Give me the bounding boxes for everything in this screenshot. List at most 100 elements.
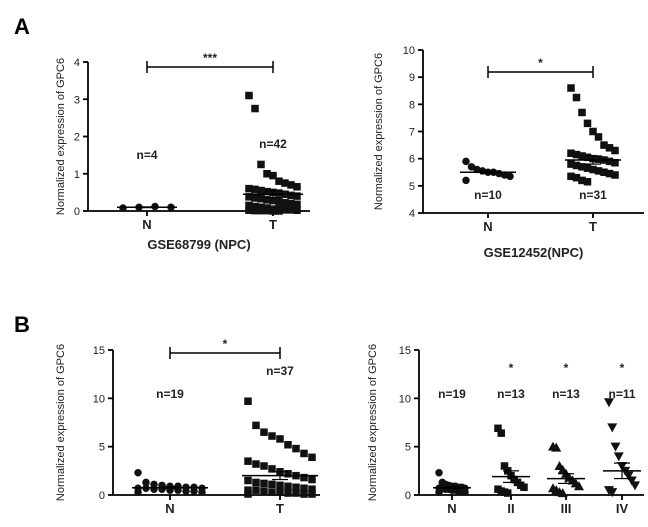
y-tick-label-1-2: 6 [409,154,415,166]
data-point-3-0-0 [435,469,443,477]
data-point-2-1-7 [300,449,308,458]
data-point-0-1-22 [269,196,277,205]
data-point-2-1-35 [308,490,316,498]
n-label-3-2: n=13 [552,387,580,401]
data-point-0-1-27 [245,201,253,210]
data-point-2-1-36 [244,490,252,498]
data-point-2-1-10 [252,460,260,468]
x-tick-label-0-0: N [142,217,151,232]
data-point-0-1-28 [251,202,259,211]
data-point-1-1-6 [600,141,608,149]
data-point-0-1-26 [293,200,301,209]
sig-label-2: * [223,337,228,351]
data-point-1-1-26 [611,171,619,179]
data-point-2-1-22 [276,481,284,490]
data-point-1-1-30 [583,178,592,186]
data-point-0-1-16 [287,191,295,200]
data-point-0-1-0 [245,91,253,100]
x-tick-label-1-1: T [589,219,597,234]
data-point-1-1-7 [605,144,614,152]
data-point-3-3-10 [607,488,618,498]
n-label-1-1: n=31 [579,188,607,202]
data-point-1-0-0 [462,157,470,166]
data-point-1-1-1 [572,93,581,102]
data-point-2-0-15 [182,487,190,495]
data-point-2-1-26 [308,485,316,493]
data-point-0-1-5 [275,177,283,185]
x-tick-label-1-0: N [483,219,492,234]
n-label-0-0: n=4 [136,148,157,162]
n-label-0-1: n=42 [259,137,287,151]
panel-label-a: A [14,14,30,39]
data-point-0-1-37 [251,206,259,215]
data-point-1-1-5 [594,133,603,141]
data-point-2-1-17 [308,475,316,484]
data-point-1-1-4 [589,127,597,136]
y-tick-label-0-4: 4 [74,57,80,69]
x-tick-label-0-1: T [269,217,277,232]
data-point-1-1-17 [611,158,619,167]
data-point-1-1-11 [578,152,586,160]
data-point-2-1-11 [260,462,268,470]
sig-label-1: * [538,56,543,70]
data-point-1-1-10 [572,150,581,159]
data-point-2-0-0 [134,469,142,477]
data-point-0-1-9 [245,184,253,193]
data-point-0-1-34 [287,206,295,214]
data-point-2-1-8 [308,453,316,462]
y-axis-label-0: Normalized expression of GPC6 [55,58,67,215]
data-point-2-1-31 [276,488,284,496]
data-point-3-3-6 [623,471,634,481]
data-point-2-1-24 [292,483,300,492]
data-point-3-2-12 [557,488,568,498]
x-tick-label-3-2: III [561,501,572,516]
data-point-3-2-8 [574,481,584,491]
y-tick-label-1-5: 9 [409,72,415,84]
data-point-3-0-18 [435,488,443,496]
data-point-3-3-8 [630,481,640,491]
sig-label-3-1: * [564,361,569,375]
data-point-2-1-27 [244,486,252,494]
data-point-0-1-20 [257,194,265,203]
y-tick-label-2-3: 15 [93,345,105,357]
y-tick-label-1-6: 10 [403,45,415,57]
data-point-0-1-6 [281,179,289,187]
data-point-1-1-27 [567,172,575,181]
data-point-0-1-33 [281,206,289,214]
data-point-3-3-3 [613,452,624,462]
data-point-2-1-3 [268,432,276,440]
y-tick-label-1-3: 7 [409,127,415,139]
data-point-0-1-38 [257,206,265,215]
data-point-3-1-2 [500,462,509,470]
data-point-3-0-17 [461,488,469,496]
data-point-0-1-1 [251,104,259,113]
sig-label-3-0: * [509,361,514,375]
data-point-0-1-4 [269,171,277,180]
data-point-2-1-18 [244,476,252,485]
data-point-0-1-18 [245,193,253,201]
data-point-1-1-22 [589,165,597,174]
data-point-1-1-23 [594,167,603,175]
x-tick-label-3-1: II [507,501,514,516]
data-point-3-1-1 [497,429,505,437]
data-point-1-0-9 [462,176,470,185]
data-point-1-1-24 [600,168,608,176]
data-point-2-0-18 [134,488,142,496]
y-tick-label-1-4: 8 [409,99,415,111]
data-point-1-1-14 [594,155,603,163]
data-point-0-1-25 [287,199,295,208]
data-point-1-1-0 [567,84,575,92]
y-tick-label-3-0: 0 [405,490,411,502]
data-point-3-3-2 [610,442,621,452]
n-label-3-3: n=11 [608,387,635,401]
data-point-0-1-3 [263,170,271,178]
data-point-3-1-8 [520,483,528,492]
data-point-0-1-7 [287,181,295,189]
data-point-1-1-2 [578,108,586,117]
data-point-2-1-19 [252,478,260,487]
data-point-2-0-11 [150,485,158,493]
y-axis-label-2: Normalized expression of GPC6 [55,344,67,501]
data-point-1-0-8 [506,172,514,181]
data-point-2-1-34 [300,490,308,498]
data-point-2-0-17 [198,488,206,496]
